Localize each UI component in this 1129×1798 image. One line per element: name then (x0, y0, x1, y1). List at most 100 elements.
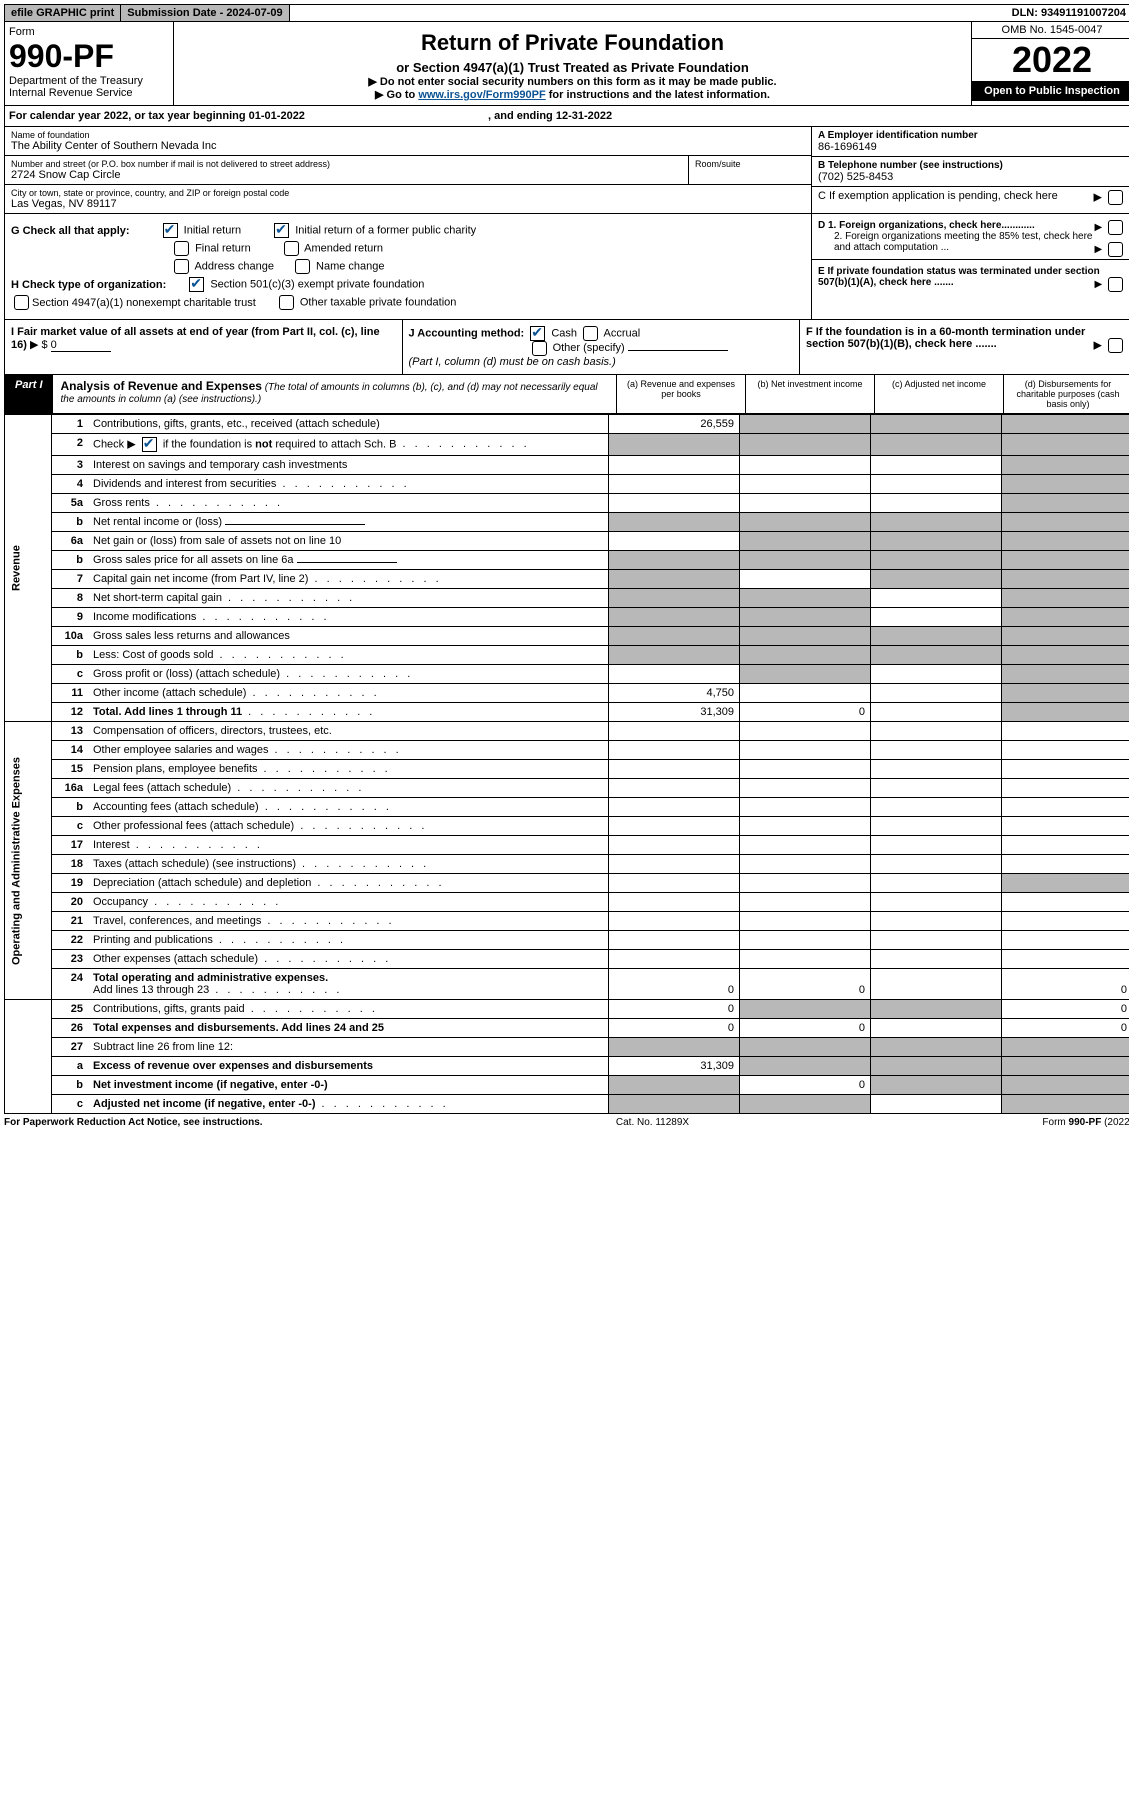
d2-label: 2. Foreign organizations meeting the 85%… (834, 231, 1092, 253)
table-row: 23Other expenses (attach schedule) (5, 950, 1129, 969)
g-label: G Check all that apply: (11, 225, 130, 237)
table-row: 2Check ▶ if the foundation is not requir… (5, 434, 1129, 456)
final-return-checkbox[interactable] (174, 241, 189, 256)
top-bar: efile GRAPHIC print Submission Date - 20… (4, 4, 1129, 22)
accrual-label: Accrual (604, 327, 641, 339)
ein-label: A Employer identification number (818, 130, 1126, 141)
i-arrow: ▶ $ (30, 339, 48, 351)
footer-left: For Paperwork Reduction Act Notice, see … (4, 1117, 263, 1128)
j-label: J Accounting method: (409, 327, 525, 339)
address-change-checkbox[interactable] (174, 259, 189, 274)
j-note: (Part I, column (d) must be on cash basi… (409, 356, 616, 368)
address-cell: Number and street (or P.O. box number if… (5, 156, 688, 184)
h-501c3-checkbox[interactable] (189, 277, 204, 292)
initial-return-checkbox[interactable] (163, 223, 178, 238)
accrual-checkbox[interactable] (583, 326, 598, 341)
header-center: Return of Private Foundation or Section … (174, 22, 971, 105)
table-row: 6aNet gain or (loss) from sale of assets… (5, 532, 1129, 551)
table-row: Operating and Administrative Expenses 13… (5, 722, 1129, 741)
form-link[interactable]: www.irs.gov/Form990PF (418, 89, 545, 101)
phone-label: B Telephone number (see instructions) (818, 160, 1126, 171)
table-row: 18Taxes (attach schedule) (see instructi… (5, 855, 1129, 874)
instr-2-pre: ▶ Go to (375, 89, 418, 101)
table-row: 5aGross rents (5, 494, 1129, 513)
cash-checkbox[interactable] (530, 326, 545, 341)
h-opt1-label: Section 501(c)(3) exempt private foundat… (210, 278, 424, 290)
foundation-name-cell: Name of foundation The Ability Center of… (5, 127, 811, 156)
i-value: 0 (51, 339, 111, 352)
d1-label: D 1. Foreign organizations, check here..… (818, 220, 1035, 231)
table-row: 20Occupancy (5, 893, 1129, 912)
part-title: Analysis of Revenue and Expenses (61, 379, 262, 393)
j-section: J Accounting method: Cash Accrual Other … (403, 320, 801, 374)
d2-checkbox[interactable] (1108, 242, 1123, 257)
calendar-year-row: For calendar year 2022, or tax year begi… (4, 106, 1129, 127)
entity-left: Name of foundation The Ability Center of… (5, 127, 811, 213)
def-section: D 1. Foreign organizations, check here..… (811, 214, 1129, 319)
table-row: bNet rental income or (loss) (5, 513, 1129, 532)
table-row: bLess: Cost of goods sold (5, 646, 1129, 665)
ein-value: 86-1696149 (818, 141, 1126, 153)
name-change-checkbox[interactable] (295, 259, 310, 274)
table-row: Revenue 1Contributions, gifts, grants, e… (5, 415, 1129, 434)
exemption-pending: C If exemption application is pending, c… (812, 187, 1129, 205)
table-row: 26Total expenses and disbursements. Add … (5, 1019, 1129, 1038)
table-row: 3Interest on savings and temporary cash … (5, 456, 1129, 475)
dept-label: Department of the Treasury (9, 75, 169, 87)
initial-former-checkbox[interactable] (274, 223, 289, 238)
table-row: 10aGross sales less returns and allowanc… (5, 627, 1129, 646)
address-row: Number and street (or P.O. box number if… (5, 156, 811, 185)
other-method-checkbox[interactable] (532, 341, 547, 356)
e-section: E If private foundation status was termi… (812, 260, 1129, 294)
e-label: E If private foundation status was termi… (818, 266, 1100, 288)
table-row: 25Contributions, gifts, grants paid00 (5, 1000, 1129, 1019)
col-c-header: (c) Adjusted net income (874, 375, 1003, 413)
table-row: 7Capital gain net income (from Part IV, … (5, 570, 1129, 589)
table-row: 24Total operating and administrative exp… (5, 969, 1129, 1000)
table-row: 22Printing and publications (5, 931, 1129, 950)
d1-checkbox[interactable] (1108, 220, 1123, 235)
form-subtitle: or Section 4947(a)(1) Trust Treated as P… (178, 60, 967, 75)
h-4947-checkbox[interactable] (14, 295, 29, 310)
part-label: Part I (5, 375, 53, 413)
efile-label: efile GRAPHIC print (5, 5, 121, 21)
sch-b-checkbox[interactable] (142, 437, 157, 452)
f-checkbox[interactable] (1108, 338, 1123, 353)
e-checkbox[interactable] (1108, 277, 1123, 292)
footer-right: Form 990-PF (2022) (1042, 1117, 1129, 1128)
part-1-header: Part I Analysis of Revenue and Expenses … (4, 375, 1129, 414)
final-return-label: Final return (195, 242, 251, 254)
initial-former-label: Initial return of a former public charit… (295, 224, 476, 236)
table-row: bGross sales price for all assets on lin… (5, 551, 1129, 570)
table-row: bNet investment income (if negative, ent… (5, 1076, 1129, 1095)
amended-return-checkbox[interactable] (284, 241, 299, 256)
table-row: cOther professional fees (attach schedul… (5, 817, 1129, 836)
ein-cell: A Employer identification number 86-1696… (812, 127, 1129, 157)
col-d-header: (d) Disbursements for charitable purpose… (1003, 375, 1129, 413)
table-row: 16aLegal fees (attach schedule) (5, 779, 1129, 798)
table-row: bAccounting fees (attach schedule) (5, 798, 1129, 817)
calyear-end: 12-31-2022 (556, 110, 612, 122)
table-row: 12Total. Add lines 1 through 1131,3090 (5, 703, 1129, 722)
submission-date: Submission Date - 2024-07-09 (121, 5, 289, 21)
name-label: Name of foundation (11, 130, 805, 140)
entity-right: A Employer identification number 86-1696… (811, 127, 1129, 213)
table-row: 9Income modifications (5, 608, 1129, 627)
page-footer: For Paperwork Reduction Act Notice, see … (4, 1114, 1129, 1131)
form-title: Return of Private Foundation (178, 30, 967, 56)
name-change-label: Name change (316, 260, 385, 272)
street-address: 2724 Snow Cap Circle (11, 169, 682, 181)
i-section: I Fair market value of all assets at end… (5, 320, 403, 374)
foundation-name: The Ability Center of Southern Nevada In… (11, 140, 805, 152)
table-row: 14Other employee salaries and wages (5, 741, 1129, 760)
h-label: H Check type of organization: (11, 279, 166, 291)
city-state-zip: Las Vegas, NV 89117 (11, 198, 805, 210)
open-public: Open to Public Inspection (972, 81, 1129, 101)
h-other-checkbox[interactable] (279, 295, 294, 310)
irs-label: Internal Revenue Service (9, 87, 169, 99)
instr-2-post: for instructions and the latest informat… (546, 89, 770, 101)
c-checkbox[interactable] (1108, 190, 1123, 205)
h-section: H Check type of organization: Section 50… (11, 277, 805, 292)
address-change-label: Address change (194, 260, 274, 272)
omb-number: OMB No. 1545-0047 (972, 22, 1129, 39)
